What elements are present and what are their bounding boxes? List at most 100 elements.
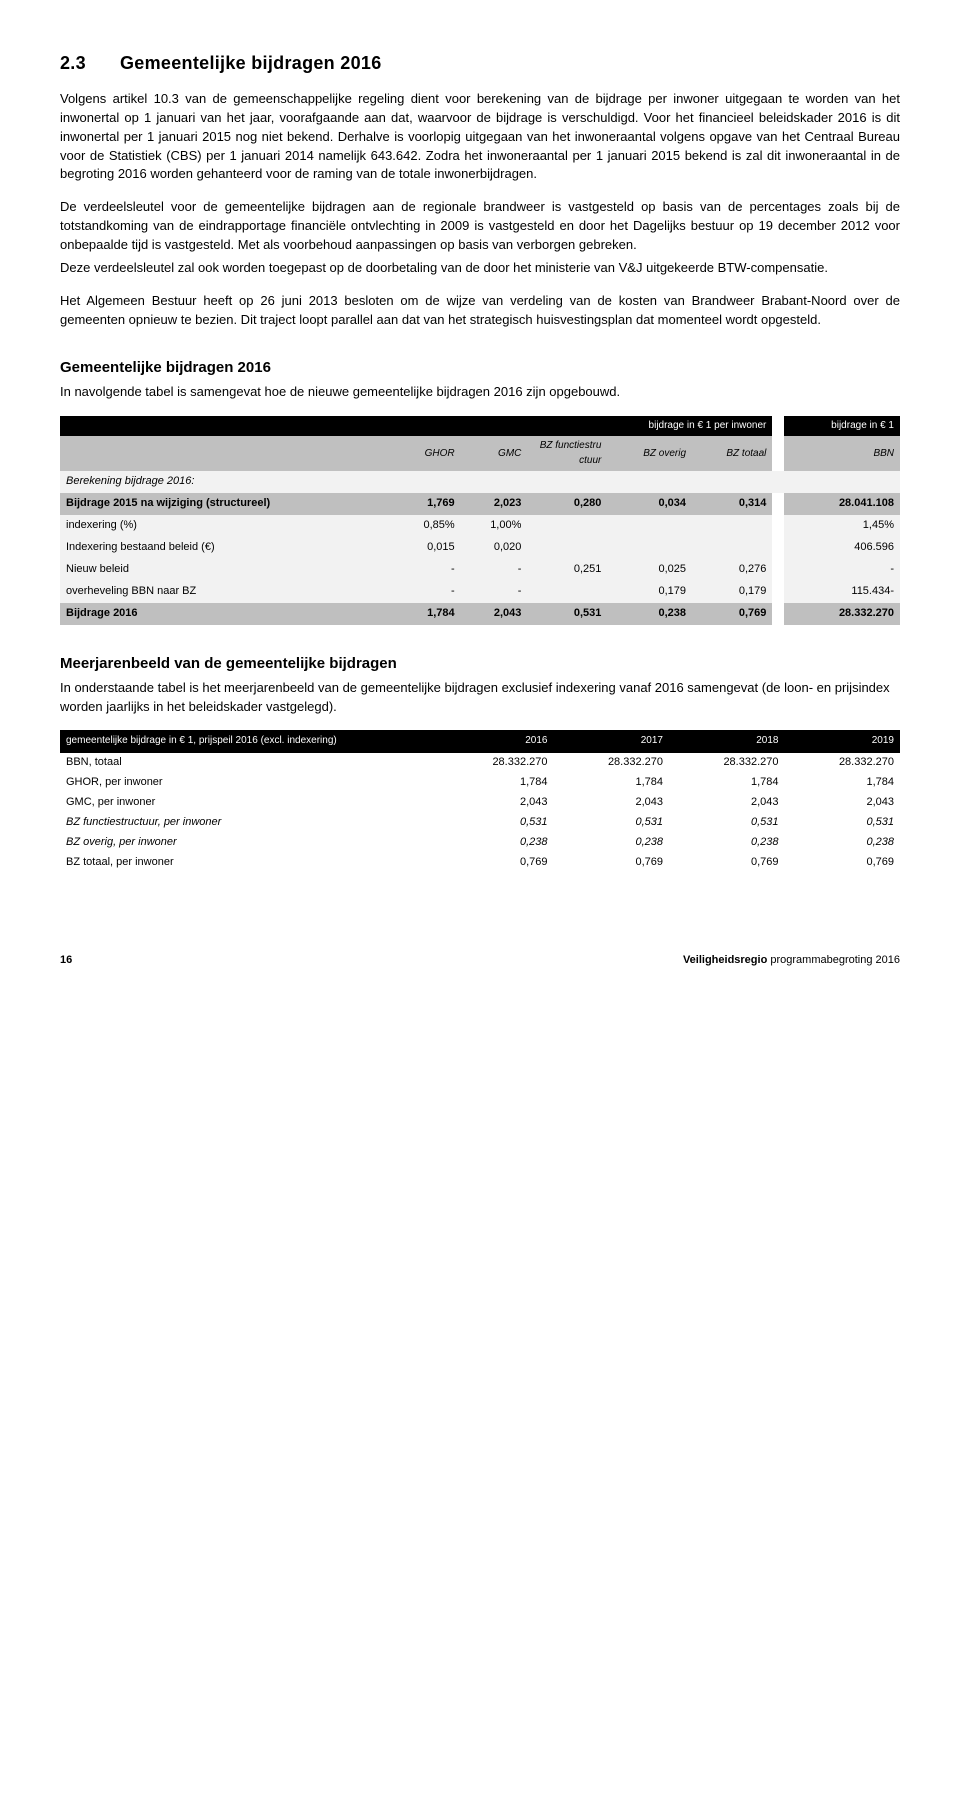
table-cell: 1,00% (461, 515, 528, 537)
table-cell: 1,784 (394, 603, 461, 625)
paragraph-3: Deze verdeelsleutel zal ook worden toege… (60, 259, 900, 278)
table-cell: 2,023 (461, 493, 528, 515)
table-row: Nieuw beleid--0,2510,0250,276- (60, 559, 900, 581)
table-cell: 406.596 (784, 537, 900, 559)
t2-col-0: gemeentelijke bijdrage in € 1, prijspeil… (60, 730, 438, 753)
table-cell: 0,85% (394, 515, 461, 537)
table-row: indexering (%)0,85%1,00% 1,45% (60, 515, 900, 537)
table-cell: 2,043 (438, 793, 554, 813)
table-cell (527, 537, 607, 559)
contributions-table: bijdrage in € 1 per inwoner bijdrage in … (60, 416, 900, 625)
table-cell (607, 537, 692, 559)
t1-col-1: GHOR (394, 436, 461, 471)
table-cell: 2,043 (461, 603, 528, 625)
t1-col-2: GMC (461, 436, 528, 471)
table-cell: 28.332.270 (438, 753, 554, 773)
t2-col-1: 2016 (438, 730, 554, 753)
table-cell: 115.434- (784, 581, 900, 603)
section-title: Gemeentelijke bijdragen 2016 (120, 53, 382, 73)
table-cell: 0,531 (527, 603, 607, 625)
paragraph-2: De verdeelsleutel voor de gemeentelijke … (60, 198, 900, 255)
table-cell: 0,020 (461, 537, 528, 559)
table-cell: 0,531 (785, 813, 901, 833)
table-cell: 0,531 (554, 813, 670, 833)
table-row: Bijdrage 20161,7842,0430,5310,2380,76928… (60, 603, 900, 625)
table-cell: 1,45% (784, 515, 900, 537)
table-cell: 0,025 (607, 559, 692, 581)
table-cell: 0,769 (785, 853, 901, 873)
table-row: BBN, totaal28.332.27028.332.27028.332.27… (60, 753, 900, 773)
table-cell: 0,238 (785, 833, 901, 853)
table-cell: 0,251 (527, 559, 607, 581)
table-cell: 28.332.270 (785, 753, 901, 773)
paragraph-4: Het Algemeen Bestuur heeft op 26 juni 20… (60, 292, 900, 330)
table-cell: indexering (%) (60, 515, 394, 537)
table-cell: Nieuw beleid (60, 559, 394, 581)
table-cell: Bijdrage 2016 (60, 603, 394, 625)
table-cell: 0,015 (394, 537, 461, 559)
table-cell: 1,784 (554, 773, 670, 793)
table-cell: GHOR, per inwoner (60, 773, 438, 793)
paragraph-1: Volgens artikel 10.3 van de gemeenschapp… (60, 90, 900, 184)
table-cell: 0,179 (692, 581, 772, 603)
t2-col-3: 2018 (669, 730, 785, 753)
subheading-2: Meerjarenbeeld van de gemeentelijke bijd… (60, 653, 900, 675)
table-cell: 28.332.270 (554, 753, 670, 773)
table-cell: overheveling BBN naar BZ (60, 581, 394, 603)
table-row: BZ overig, per inwoner0,2380,2380,2380,2… (60, 833, 900, 853)
table-cell (527, 515, 607, 537)
multiyear-table: gemeentelijke bijdrage in € 1, prijspeil… (60, 730, 900, 872)
table-cell: 0,276 (692, 559, 772, 581)
table-cell: 0,238 (669, 833, 785, 853)
footer-right: Veiligheidsregio programmabegroting 2016 (683, 953, 900, 969)
table-cell: 1,784 (438, 773, 554, 793)
table-cell: 0,769 (692, 603, 772, 625)
table-cell: BZ overig, per inwoner (60, 833, 438, 853)
table-row: overheveling BBN naar BZ--0,1790,179115.… (60, 581, 900, 603)
page-number: 16 (60, 953, 72, 969)
table-cell: 0,314 (692, 493, 772, 515)
table-cell: Bijdrage 2015 na wijziging (structureel) (60, 493, 394, 515)
table-row: GMC, per inwoner2,0432,0432,0432,043 (60, 793, 900, 813)
subheading-1-intro: In navolgende tabel is samengevat hoe de… (60, 383, 900, 402)
table-cell: - (394, 581, 461, 603)
t1-col-0 (60, 436, 394, 471)
table-cell: 0,179 (607, 581, 692, 603)
table-cell: BZ functiestructuur, per inwoner (60, 813, 438, 833)
table-cell: - (784, 559, 900, 581)
table-row: Indexering bestaand beleid (€)0,0150,020… (60, 537, 900, 559)
table-cell: 0,769 (554, 853, 670, 873)
t1-col-5: BZ totaal (692, 436, 772, 471)
t1-hdr-blank (60, 416, 394, 437)
t2-col-2: 2017 (554, 730, 670, 753)
table-cell: - (461, 581, 528, 603)
table-cell: BBN, totaal (60, 753, 438, 773)
table-cell (527, 581, 607, 603)
table-cell: 0,531 (669, 813, 785, 833)
table-cell: 28.332.270 (669, 753, 785, 773)
table-row: GHOR, per inwoner1,7841,7841,7841,784 (60, 773, 900, 793)
page-footer: 16 Veiligheidsregio programmabegroting 2… (60, 953, 900, 969)
table-cell: - (394, 559, 461, 581)
table-cell: 28.041.108 (784, 493, 900, 515)
table-cell: GMC, per inwoner (60, 793, 438, 813)
table-cell: 2,043 (785, 793, 901, 813)
table-row: BZ functiestructuur, per inwoner0,5310,5… (60, 813, 900, 833)
table-cell: 0,238 (438, 833, 554, 853)
section-number: 2.3 (60, 50, 120, 76)
table-cell: 1,784 (785, 773, 901, 793)
table-cell (692, 515, 772, 537)
t1-section-label: Berekening bijdrage 2016: (60, 471, 900, 493)
table-cell: 0,238 (554, 833, 670, 853)
table-cell: - (461, 559, 528, 581)
table-cell: 0,238 (607, 603, 692, 625)
table-cell: 1,784 (669, 773, 785, 793)
table-cell: 0,531 (438, 813, 554, 833)
t1-col-3: BZ functiestru ctuur (527, 436, 607, 471)
section-heading: 2.3Gemeentelijke bijdragen 2016 (60, 50, 900, 76)
table-row: BZ totaal, per inwoner0,7690,7690,7690,7… (60, 853, 900, 873)
table-cell (692, 537, 772, 559)
table-cell (607, 515, 692, 537)
table-cell: 2,043 (669, 793, 785, 813)
subheading-1: Gemeentelijke bijdragen 2016 (60, 357, 900, 379)
